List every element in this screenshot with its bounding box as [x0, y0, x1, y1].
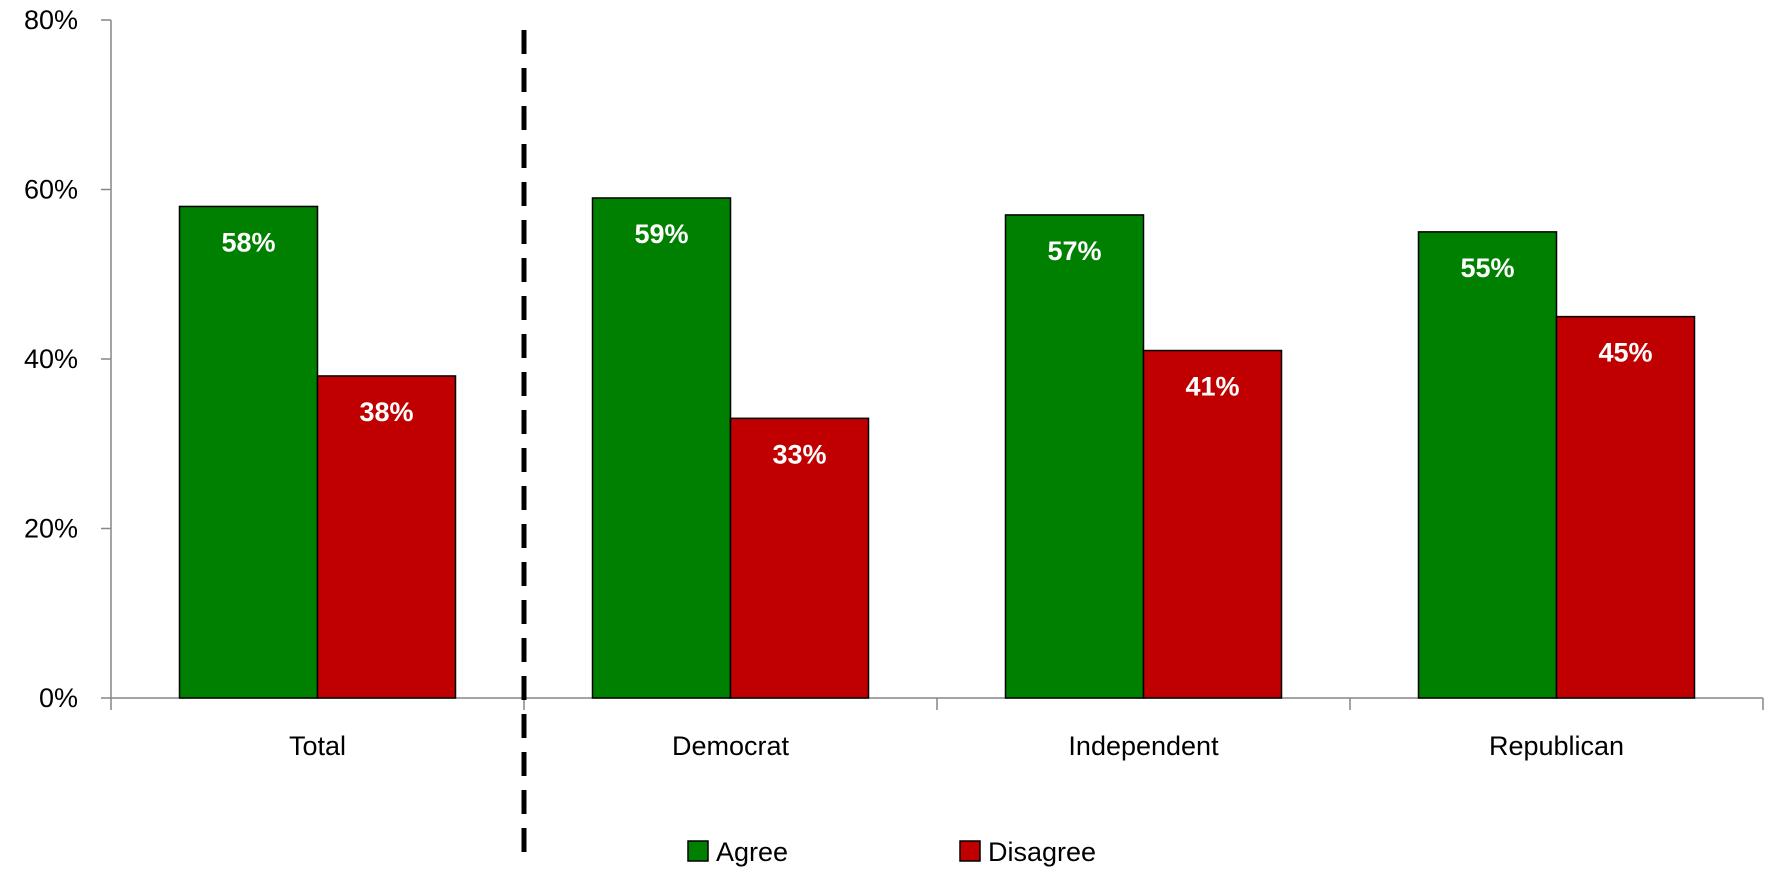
legend-swatch-agree: [687, 840, 709, 862]
data-label: 59%: [634, 219, 688, 249]
bars: 58% 38% 59% 33% 57% 41% 55% 45%: [178, 197, 1696, 699]
y-axis: 0% 20% 40% 60% 80%: [24, 5, 112, 713]
y-tick-label: 60%: [24, 175, 78, 205]
data-label: 57%: [1047, 236, 1101, 266]
bar-disagree-independent: [1142, 349, 1283, 699]
data-label: 55%: [1460, 253, 1514, 283]
category-label: Total: [289, 731, 346, 761]
data-label: 33%: [772, 439, 826, 469]
legend-label-agree: Agree: [716, 837, 788, 867]
y-tick-label: 40%: [24, 344, 78, 374]
legend-label-disagree: Disagree: [988, 837, 1096, 867]
x-axis: Total Democrat Independent Republican: [110, 697, 1764, 761]
bar-agree-total: [178, 205, 319, 699]
category-label: Democrat: [672, 731, 790, 761]
bar-agree-independent: [1004, 214, 1145, 699]
category-label: Independent: [1068, 731, 1219, 761]
bar-disagree-democrat: [729, 417, 870, 699]
bar-agree-democrat: [591, 197, 732, 699]
data-label: 38%: [359, 397, 413, 427]
legend-swatch-disagree: [959, 840, 981, 862]
y-tick-label: 20%: [24, 514, 78, 544]
bar-disagree-republican: [1555, 315, 1696, 699]
data-label: 58%: [221, 227, 275, 257]
data-label: 41%: [1185, 372, 1239, 402]
data-label: 45%: [1598, 338, 1652, 368]
legend: Agree Disagree: [687, 837, 1096, 867]
bar-disagree-total: [316, 375, 457, 699]
y-tick-label: 0%: [39, 683, 78, 713]
y-tick-label: 80%: [24, 5, 78, 35]
category-label: Republican: [1489, 731, 1624, 761]
bar-agree-republican: [1417, 231, 1558, 699]
